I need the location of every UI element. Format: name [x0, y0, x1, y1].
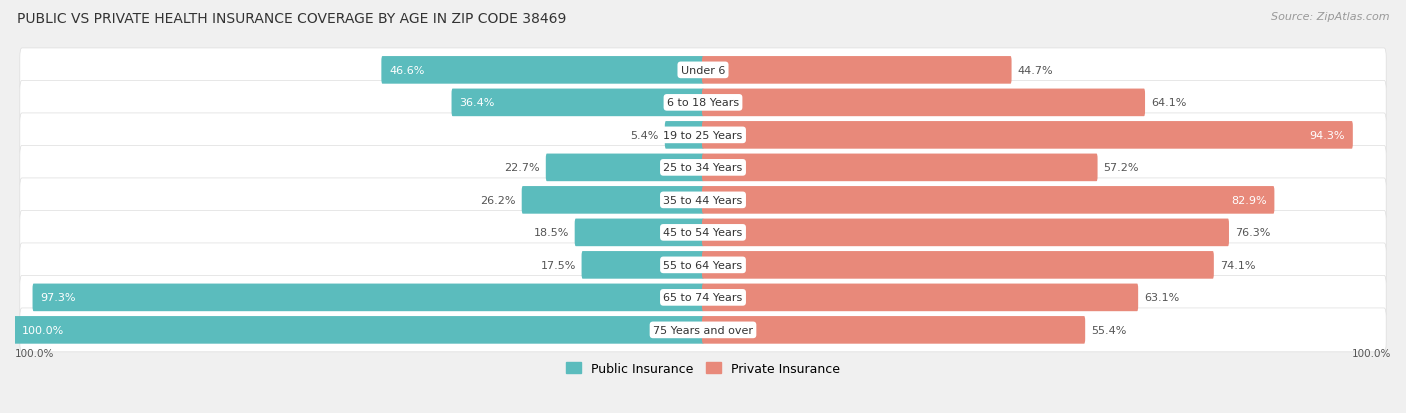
Text: Source: ZipAtlas.com: Source: ZipAtlas.com [1271, 12, 1389, 22]
FancyBboxPatch shape [20, 81, 1386, 125]
Text: 26.2%: 26.2% [481, 195, 516, 205]
FancyBboxPatch shape [665, 122, 704, 150]
FancyBboxPatch shape [702, 219, 1229, 247]
Text: 64.1%: 64.1% [1152, 98, 1187, 108]
Text: 6 to 18 Years: 6 to 18 Years [666, 98, 740, 108]
FancyBboxPatch shape [20, 178, 1386, 222]
FancyBboxPatch shape [702, 154, 1098, 182]
Text: 100.0%: 100.0% [1351, 348, 1391, 358]
FancyBboxPatch shape [546, 154, 704, 182]
Legend: Public Insurance, Private Insurance: Public Insurance, Private Insurance [561, 357, 845, 380]
FancyBboxPatch shape [381, 57, 704, 85]
Text: 44.7%: 44.7% [1018, 66, 1053, 76]
Text: 46.6%: 46.6% [389, 66, 425, 76]
Text: 45 to 54 Years: 45 to 54 Years [664, 228, 742, 238]
Text: 94.3%: 94.3% [1309, 131, 1346, 140]
Text: 76.3%: 76.3% [1234, 228, 1270, 238]
Text: 55.4%: 55.4% [1091, 325, 1126, 335]
FancyBboxPatch shape [702, 252, 1213, 279]
Text: 75 Years and over: 75 Years and over [652, 325, 754, 335]
FancyBboxPatch shape [20, 114, 1386, 157]
FancyBboxPatch shape [32, 284, 704, 311]
Text: 100.0%: 100.0% [15, 348, 55, 358]
FancyBboxPatch shape [20, 308, 1386, 352]
Text: 18.5%: 18.5% [533, 228, 569, 238]
Text: 36.4%: 36.4% [460, 98, 495, 108]
FancyBboxPatch shape [702, 187, 1274, 214]
Text: 17.5%: 17.5% [540, 260, 575, 270]
FancyBboxPatch shape [522, 187, 704, 214]
Text: PUBLIC VS PRIVATE HEALTH INSURANCE COVERAGE BY AGE IN ZIP CODE 38469: PUBLIC VS PRIVATE HEALTH INSURANCE COVER… [17, 12, 567, 26]
FancyBboxPatch shape [582, 252, 704, 279]
Text: 74.1%: 74.1% [1219, 260, 1256, 270]
Text: 82.9%: 82.9% [1230, 195, 1267, 205]
FancyBboxPatch shape [702, 89, 1144, 117]
FancyBboxPatch shape [14, 316, 704, 344]
FancyBboxPatch shape [451, 89, 704, 117]
Text: 22.7%: 22.7% [505, 163, 540, 173]
FancyBboxPatch shape [702, 316, 1085, 344]
FancyBboxPatch shape [702, 122, 1353, 150]
Text: 57.2%: 57.2% [1104, 163, 1139, 173]
Text: 63.1%: 63.1% [1144, 293, 1180, 303]
Text: 19 to 25 Years: 19 to 25 Years [664, 131, 742, 140]
FancyBboxPatch shape [702, 57, 1011, 85]
FancyBboxPatch shape [20, 243, 1386, 287]
Text: Under 6: Under 6 [681, 66, 725, 76]
Text: 97.3%: 97.3% [41, 293, 76, 303]
Text: 55 to 64 Years: 55 to 64 Years [664, 260, 742, 270]
Text: 100.0%: 100.0% [22, 325, 65, 335]
Text: 65 to 74 Years: 65 to 74 Years [664, 293, 742, 303]
FancyBboxPatch shape [20, 211, 1386, 255]
FancyBboxPatch shape [20, 276, 1386, 320]
FancyBboxPatch shape [702, 284, 1139, 311]
FancyBboxPatch shape [20, 49, 1386, 93]
FancyBboxPatch shape [575, 219, 704, 247]
Text: 35 to 44 Years: 35 to 44 Years [664, 195, 742, 205]
FancyBboxPatch shape [20, 146, 1386, 190]
Text: 5.4%: 5.4% [631, 131, 659, 140]
Text: 25 to 34 Years: 25 to 34 Years [664, 163, 742, 173]
